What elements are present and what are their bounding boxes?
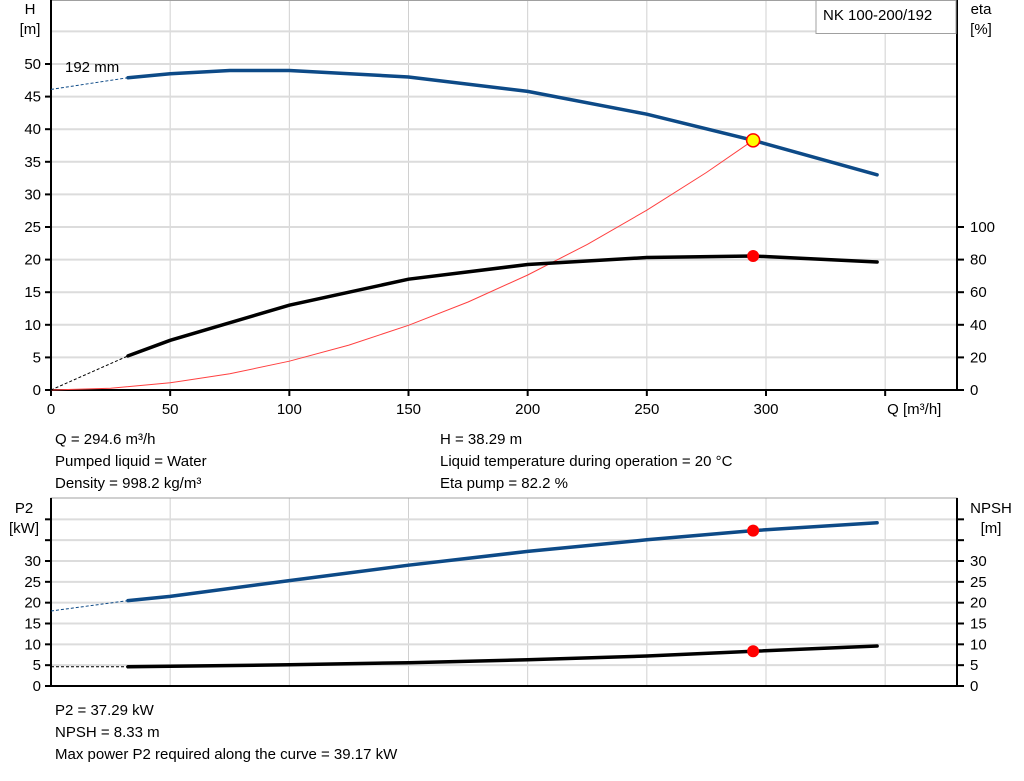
x-tick-label: 300: [753, 401, 778, 418]
npsh-tick-label: 30: [970, 553, 987, 570]
y-axis-unit: [m]: [20, 21, 41, 38]
p2-tick-label: 20: [24, 595, 41, 612]
p2-tick-label: 25: [24, 574, 41, 591]
npsh-duty-marker: [747, 645, 760, 658]
p2-axis-unit: [kW]: [9, 520, 39, 537]
y2-tick-label: 60: [970, 284, 987, 301]
y2-tick-label: 20: [970, 349, 987, 366]
eta-curve: [126, 254, 879, 358]
y-tick-label: 50: [24, 56, 41, 73]
p2-tick-label: 5: [33, 657, 41, 674]
p2-tick-label: 30: [24, 553, 41, 570]
x-axis-label: Q [m³/h]: [887, 401, 941, 418]
y-tick-label: 35: [24, 154, 41, 171]
y2-axis-label: eta: [971, 1, 993, 18]
duty-point-marker: [745, 133, 761, 148]
eta-duty-marker: [747, 250, 760, 263]
y-axis-label: H: [25, 1, 36, 18]
x-tick-label: 250: [634, 401, 659, 418]
info-density: Density = 998.2 kg/m³: [55, 475, 202, 492]
npsh-tick-label: 5: [970, 657, 978, 674]
y2-tick-label: 80: [970, 252, 987, 269]
p2-tick-label: 0: [33, 678, 41, 695]
y-tick-label: 25: [24, 219, 41, 236]
y-tick-label: 5: [33, 349, 41, 366]
y-tick-label: 20: [24, 252, 41, 269]
y2-axis-unit: [%]: [970, 21, 992, 38]
p2-tick-label: 15: [24, 616, 41, 633]
y-tick-label: 15: [24, 284, 41, 301]
impeller-label: 192 mm: [65, 59, 119, 76]
p2-curve-extrapolated: [50, 600, 129, 612]
y2-tick-label: 0: [970, 382, 978, 399]
x-tick-label: 0: [47, 401, 55, 418]
y-tick-label: 0: [33, 382, 41, 399]
plot-frame-top: [50, 0, 958, 391]
info-liquid: Pumped liquid = Water: [55, 453, 207, 470]
npsh-axis-label: NPSH: [970, 500, 1012, 517]
eta-curve-extrapolated: [50, 355, 129, 391]
info-p2: P2 = 37.29 kW: [55, 702, 154, 719]
npsh-tick-label: 25: [970, 574, 987, 591]
x-tick-label: 50: [162, 401, 179, 418]
info-eta: Eta pump = 82.2 %: [440, 475, 568, 492]
head-curve: [126, 68, 879, 177]
p2-duty-marker: [747, 524, 760, 537]
pump-label: NK 100-200/192: [823, 7, 932, 24]
y-tick-label: 45: [24, 89, 41, 106]
system-curve: [50, 139, 754, 391]
p2-tick-label: 10: [24, 636, 41, 653]
info-max-power: Max power P2 required along the curve = …: [55, 746, 398, 763]
y-tick-label: 30: [24, 186, 41, 203]
npsh-tick-label: 20: [970, 595, 987, 612]
npsh-tick-label: 15: [970, 616, 987, 633]
y-tick-label: 10: [24, 317, 41, 334]
npsh-tick-label: 0: [970, 678, 978, 695]
y2-tick-label: 40: [970, 317, 987, 334]
pump-label-box: [815, 0, 957, 34]
info-temperature: Liquid temperature during operation = 20…: [440, 453, 733, 470]
p2-curve: [126, 521, 879, 603]
npsh-axis-unit: [m]: [981, 520, 1002, 537]
npsh-curve: [126, 644, 879, 669]
x-tick-label: 150: [396, 401, 421, 418]
x-tick-label: 100: [277, 401, 302, 418]
y2-tick-label: 100: [970, 219, 995, 236]
info-h: H = 38.29 m: [440, 431, 523, 448]
head-curve-extrapolated: [50, 77, 129, 90]
y-tick-label: 40: [24, 121, 41, 138]
p2-axis-label: P2: [15, 500, 33, 517]
info-q: Q = 294.6 m³/h: [55, 431, 156, 448]
npsh-tick-label: 10: [970, 636, 987, 653]
info-npsh: NPSH = 8.33 m: [55, 724, 160, 741]
x-tick-label: 200: [515, 401, 540, 418]
